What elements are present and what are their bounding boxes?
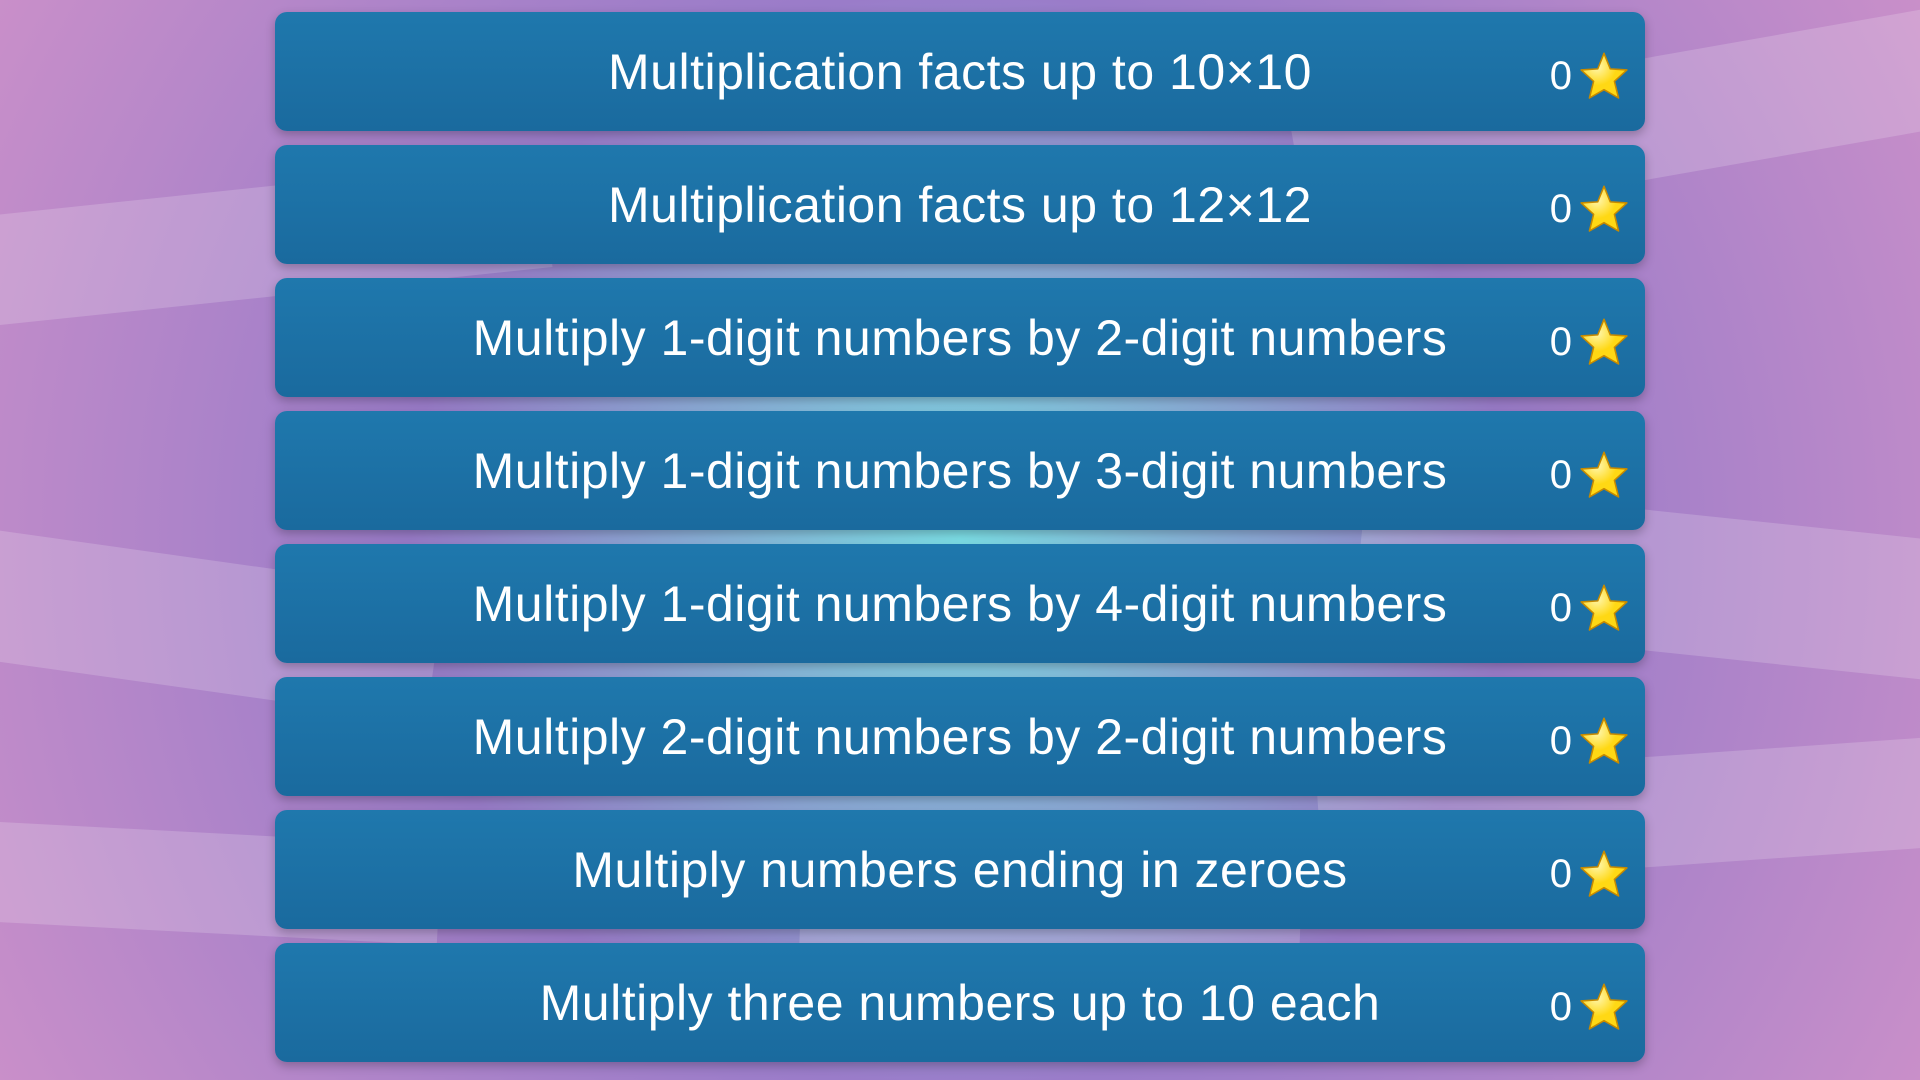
- score-value: 0: [1550, 320, 1572, 365]
- topic-item[interactable]: Multiplication facts up to 12×12 0: [275, 145, 1645, 264]
- score-value: 0: [1550, 719, 1572, 764]
- score-wrap: 0: [1550, 51, 1630, 103]
- score-value: 0: [1550, 453, 1572, 498]
- topic-item[interactable]: Multiplication facts up to 10×10 0: [275, 12, 1645, 131]
- score-value: 0: [1550, 852, 1572, 897]
- score-value: 0: [1550, 586, 1572, 631]
- topic-item[interactable]: Multiply 1-digit numbers by 4-digit numb…: [275, 544, 1645, 663]
- topic-item[interactable]: Multiply 1-digit numbers by 2-digit numb…: [275, 278, 1645, 397]
- star-icon: [1578, 716, 1630, 768]
- topic-label: Multiply 1-digit numbers by 4-digit numb…: [473, 575, 1448, 633]
- score-value: 0: [1550, 187, 1572, 232]
- score-value: 0: [1550, 985, 1572, 1030]
- score-wrap: 0: [1550, 849, 1630, 901]
- score-wrap: 0: [1550, 450, 1630, 502]
- topic-item[interactable]: Multiply 2-digit numbers by 2-digit numb…: [275, 677, 1645, 796]
- star-icon: [1578, 317, 1630, 369]
- score-wrap: 0: [1550, 716, 1630, 768]
- star-icon: [1578, 583, 1630, 635]
- topic-item[interactable]: Multiply 1-digit numbers by 3-digit numb…: [275, 411, 1645, 530]
- topic-item[interactable]: Multiply numbers ending in zeroes 0: [275, 810, 1645, 929]
- star-icon: [1578, 982, 1630, 1034]
- star-icon: [1578, 849, 1630, 901]
- star-icon: [1578, 450, 1630, 502]
- star-icon: [1578, 184, 1630, 236]
- topic-label: Multiplication facts up to 12×12: [608, 176, 1312, 234]
- topic-item[interactable]: Multiply three numbers up to 10 each 0: [275, 943, 1645, 1062]
- score-value: 0: [1550, 54, 1572, 99]
- topic-label: Multiply 1-digit numbers by 3-digit numb…: [473, 442, 1448, 500]
- star-icon: [1578, 51, 1630, 103]
- score-wrap: 0: [1550, 317, 1630, 369]
- topic-label: Multiply 1-digit numbers by 2-digit numb…: [473, 309, 1448, 367]
- topic-label: Multiply three numbers up to 10 each: [540, 974, 1381, 1032]
- topic-menu: Multiplication facts up to 10×10 0 Multip…: [275, 0, 1645, 1076]
- score-wrap: 0: [1550, 184, 1630, 236]
- topic-label: Multiplication facts up to 10×10: [608, 43, 1312, 101]
- topic-label: Multiply 2-digit numbers by 2-digit numb…: [473, 708, 1448, 766]
- score-wrap: 0: [1550, 583, 1630, 635]
- score-wrap: 0: [1550, 982, 1630, 1034]
- topic-label: Multiply numbers ending in zeroes: [572, 841, 1347, 899]
